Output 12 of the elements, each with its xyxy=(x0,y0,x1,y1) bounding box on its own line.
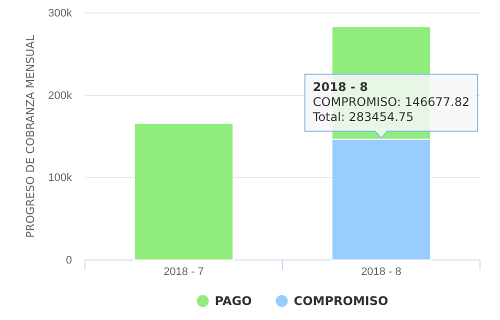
y-tick-label: 100k xyxy=(48,172,72,184)
y-axis-title: PROGRESO DE COBRANZA MENSUAL xyxy=(24,34,37,238)
y-tick-label: 0 xyxy=(66,254,72,267)
legend-label: COMPROMISO xyxy=(294,294,388,308)
annotation: 2018 - 8 xyxy=(312,80,368,94)
y-tick-label: 200k xyxy=(48,90,72,102)
legend-label: PAGO xyxy=(214,294,252,308)
x-tick-label: 2018 - 7 xyxy=(164,266,204,278)
annotation: COMPROMISO: 146677.82 xyxy=(312,95,470,110)
y-tick-label: 300k xyxy=(48,8,72,20)
bar xyxy=(134,122,234,260)
annotation: Total: 283454.75 xyxy=(312,110,414,124)
